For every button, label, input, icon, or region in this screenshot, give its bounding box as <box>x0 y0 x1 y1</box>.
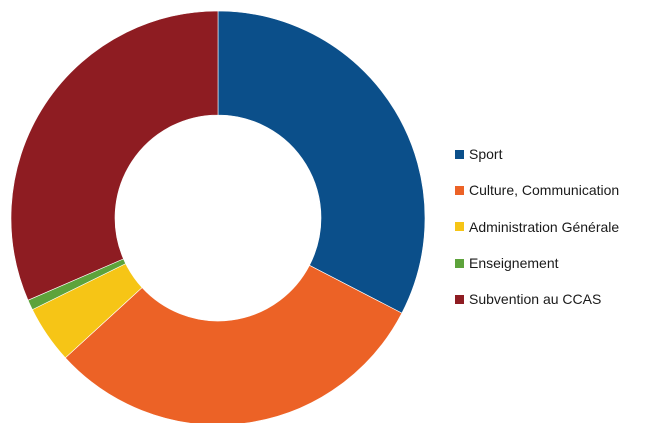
slice-subvention-au-ccas <box>10 10 219 301</box>
slice-sport <box>217 10 426 314</box>
chart-legend: Sport Culture, Communication Administrat… <box>455 136 619 317</box>
legend-swatch-culture-communication <box>455 185 464 195</box>
legend-item-enseignement: Enseignement <box>455 245 619 281</box>
legend-swatch-subvention-au-ccas <box>455 294 464 304</box>
legend-item-sport: Sport <box>455 136 619 172</box>
legend-label-administration-generale: Administration Générale <box>469 218 620 235</box>
legend-label-culture-communication: Culture, Communication <box>469 182 620 199</box>
legend-swatch-sport <box>455 149 464 159</box>
legend-label-sport: Sport <box>469 146 503 163</box>
slice-culture-communication <box>64 264 403 423</box>
legend-swatch-administration-generale <box>455 222 464 232</box>
legend-item-subvention-au-ccas: Subvention au CCAS <box>455 281 619 317</box>
legend-item-administration-generale: Administration Générale <box>455 209 619 245</box>
donut-slices <box>10 10 426 423</box>
legend-label-subvention-au-ccas: Subvention au CCAS <box>469 291 602 308</box>
legend-label-enseignement: Enseignement <box>469 255 559 272</box>
legend-swatch-enseignement <box>455 258 464 268</box>
legend-item-culture-communication: Culture, Communication <box>455 172 619 208</box>
